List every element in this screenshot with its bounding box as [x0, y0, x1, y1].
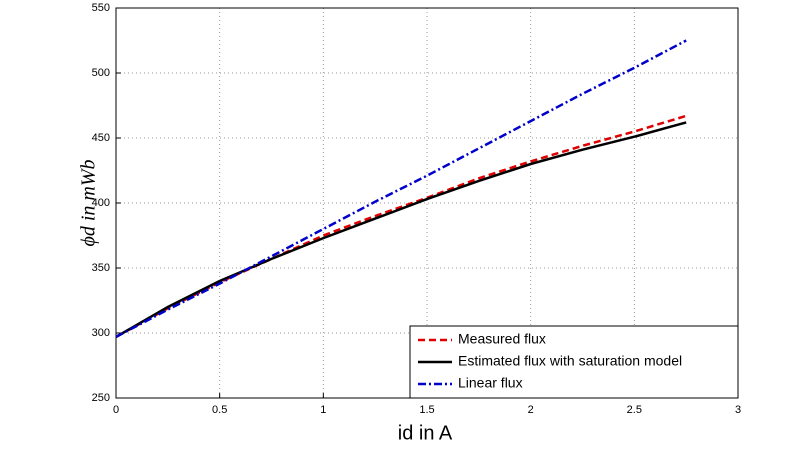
y-tick-label: 550: [92, 2, 110, 14]
x-tick-label: 1: [320, 404, 326, 416]
x-tick-label: 2: [528, 404, 534, 416]
x-tick-label: 0.5: [212, 404, 227, 416]
series-line: [115, 114, 687, 338]
y-tick-label: 450: [92, 132, 110, 144]
series-line: [115, 39, 687, 339]
y-tick-label: 250: [92, 392, 110, 404]
y-axis-label: ϕd in mWb: [78, 159, 100, 246]
x-tick-label: 1.5: [419, 404, 434, 416]
y-tick-label: 500: [92, 67, 110, 79]
legend-label: Estimated flux with saturation model: [458, 353, 682, 369]
y-tick-label: 400: [92, 197, 110, 209]
x-tick-label: 0: [113, 404, 119, 416]
legend-label: Linear flux: [458, 375, 523, 391]
x-tick-label: 3: [735, 404, 741, 416]
y-tick-label: 300: [92, 327, 110, 339]
x-axis-label: id in A: [398, 422, 453, 444]
legend-label: Measured flux: [458, 331, 546, 347]
x-tick-label: 2.5: [627, 404, 642, 416]
y-tick-label: 350: [92, 262, 110, 274]
legend-box: [409, 325, 739, 399]
series-line: [115, 121, 687, 338]
